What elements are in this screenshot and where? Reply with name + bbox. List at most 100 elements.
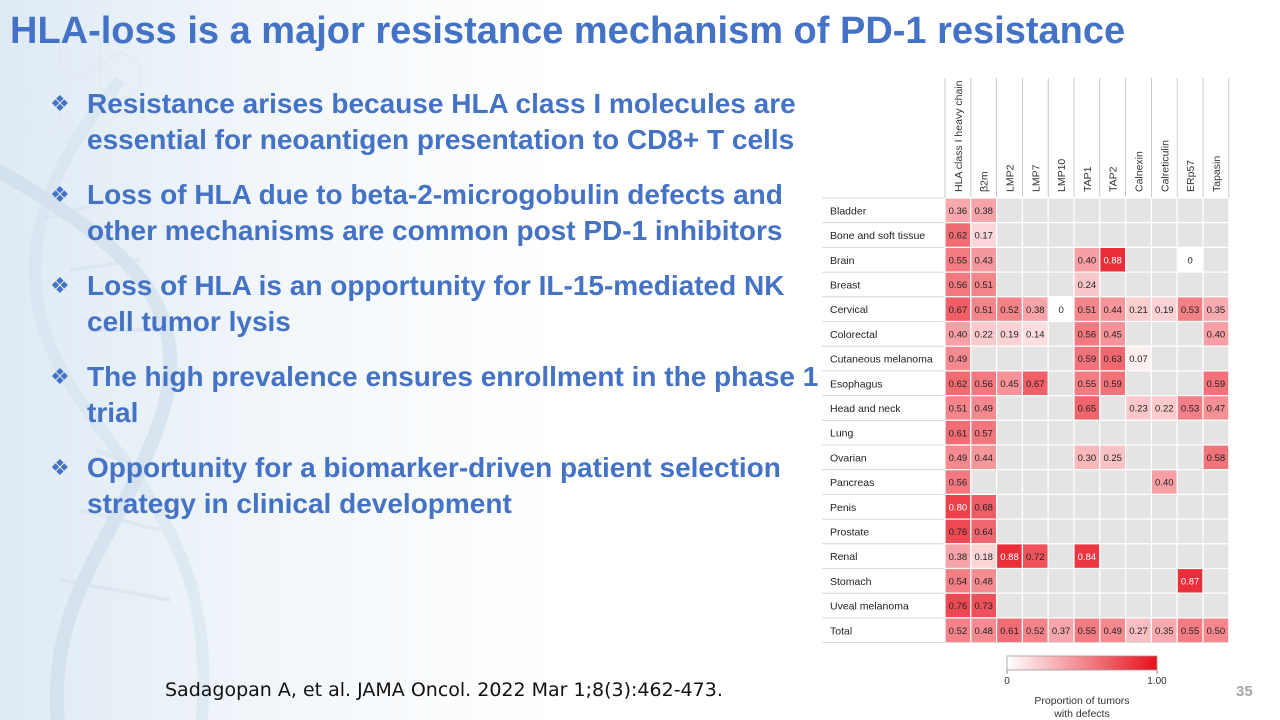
cell-value-label: 0.47: [1207, 404, 1226, 415]
cell-value-label: 0.56: [974, 379, 993, 390]
heatmap-cell: [1202, 197, 1230, 224]
heatmap-cell: [996, 567, 1024, 594]
column-label: LMP2: [1005, 164, 1017, 192]
colorbar-max-label: 1.00: [1147, 676, 1167, 687]
heatmap-cell: [944, 444, 972, 471]
heatmap-cell: [1176, 617, 1204, 644]
heatmap-cell: [996, 222, 1024, 248]
row-label: Bone and soft tissue: [830, 230, 925, 242]
heatmap-cell: [1125, 543, 1153, 570]
heatmap-cell: [944, 345, 972, 372]
cell-value-label: 0: [1187, 255, 1192, 266]
heatmap-cell: [1176, 395, 1204, 421]
cell-value-label: 0.53: [1181, 404, 1200, 415]
heatmap-cell: [970, 246, 998, 273]
cell-value-label: 0.53: [1181, 305, 1200, 316]
heatmap-cell: [1021, 370, 1049, 397]
heatmap-cell: [1047, 345, 1075, 372]
bullet-text: Loss of HLA due to beta-2-microgobulin d…: [87, 179, 783, 246]
cell-value-label: 0.52: [949, 626, 968, 637]
heatmap-cell: [1073, 271, 1101, 298]
heatmap-cell: [1150, 370, 1178, 397]
heatmap-cell: [1021, 271, 1049, 298]
heatmap-cell: [1176, 345, 1204, 372]
heatmap-cell: [1099, 370, 1127, 397]
heatmap-cell: [1150, 222, 1178, 248]
heatmap-cell: [1099, 222, 1127, 248]
heatmap-cell: [1047, 197, 1075, 224]
heatmap-cell: [1176, 493, 1204, 520]
bullet-text: The high prevalence ensures enrollment i…: [87, 361, 819, 428]
cell-value-label: 0.56: [1078, 329, 1097, 340]
heatmap-cell: [1047, 592, 1075, 619]
heatmap-cell: [1125, 592, 1153, 619]
cell-value-label: 0.73: [974, 601, 993, 612]
heatmap-cell: [996, 493, 1024, 520]
heatmap-cell: [1202, 518, 1230, 545]
slide-title: HLA-loss is a major resistance mechanism…: [10, 10, 1126, 52]
cell-value-label: 0.55: [949, 255, 968, 266]
heatmap-cell: [1021, 197, 1049, 224]
cell-value-label: 0.17: [974, 231, 993, 242]
heatmap-cell: [1150, 617, 1178, 644]
heatmap-cell: [1125, 518, 1153, 545]
heatmap-cell: [1176, 370, 1204, 397]
heatmap-cell: [996, 419, 1024, 446]
diamond-bullet-icon: ❖: [50, 182, 70, 207]
cell-value-label: 0.59: [1207, 379, 1226, 390]
column-label: ERp57: [1185, 160, 1197, 192]
heatmap-cell: [1202, 345, 1230, 372]
bullet-text: Resistance arises because HLA class I mo…: [87, 88, 796, 155]
bullet-item: ❖ Resistance arises because HLA class I …: [50, 86, 820, 158]
cell-value-label: 0.22: [974, 329, 993, 340]
heatmap-cell: [1047, 419, 1075, 446]
heatmap-cell: [1176, 567, 1204, 594]
heatmap-cell: [1099, 543, 1127, 570]
heatmap-cell: [1099, 345, 1127, 372]
heatmap-cell: [1021, 246, 1049, 273]
cell-value-label: 0.63: [1103, 354, 1122, 365]
heatmap-cell: [1150, 345, 1178, 372]
cell-value-label: 0.55: [1078, 379, 1097, 390]
column-label: Tapasin: [1211, 156, 1223, 192]
heatmap-cell: [996, 370, 1024, 397]
heatmap-cell: [1021, 469, 1049, 496]
cell-value-label: 0.64: [974, 527, 993, 538]
heatmap-cell: [1021, 444, 1049, 471]
heatmap-cell: [1073, 518, 1101, 545]
heatmap-cell: [1099, 493, 1127, 520]
heatmap-cell: [1099, 395, 1127, 421]
heatmap-cell: [996, 444, 1024, 471]
cell-value-label: 0.80: [949, 502, 968, 513]
cell-value-label: 0.38: [974, 206, 993, 217]
cell-value-label: 0.40: [1207, 329, 1226, 340]
cell-value-label: 0.44: [974, 453, 993, 464]
heatmap-cell: [1176, 419, 1204, 446]
row-label: Uveal melanoma: [830, 601, 909, 613]
heatmap-cell: [1073, 592, 1101, 619]
heatmap-cell: [1202, 543, 1230, 570]
cell-value-label: 0.30: [1078, 453, 1097, 464]
heatmap-cell: [1202, 567, 1230, 594]
heatmap-cell: [996, 395, 1024, 421]
cell-value-label: 0.49: [949, 354, 968, 365]
cell-value-label: 0.37: [1052, 626, 1071, 637]
cell-value-label: 0.49: [1103, 626, 1122, 637]
heatmap-cell: [1176, 320, 1204, 347]
colorbar: [1006, 655, 1158, 671]
heatmap-cell: [970, 419, 998, 446]
heatmap-cell: [1125, 271, 1153, 298]
heatmap-cell: [1176, 246, 1204, 273]
cell-value-label: 0.88: [1103, 255, 1122, 266]
heatmap-cell: [1073, 469, 1101, 496]
heatmap-cell: [970, 469, 998, 496]
cell-value-label: 0.18: [974, 552, 993, 563]
cell-value-label: 0.61: [1000, 626, 1019, 637]
heatmap-cell: [1202, 493, 1230, 520]
bullet-text: Opportunity for a biomarker-driven patie…: [87, 452, 781, 519]
heatmap-cell: [1125, 444, 1153, 471]
heatmap-cell: [1150, 592, 1178, 619]
row-label: Cutaneous melanoma: [830, 354, 933, 366]
page-number: 35: [1236, 683, 1253, 700]
heatmap-cell: [1125, 197, 1153, 224]
